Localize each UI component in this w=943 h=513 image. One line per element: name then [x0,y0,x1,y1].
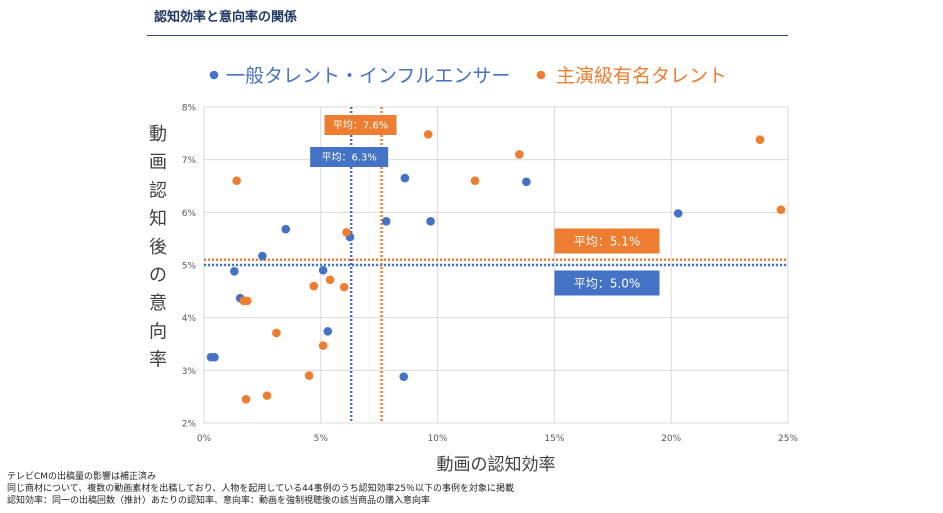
data-point-series-2 [423,130,433,139]
data-point-series-2 [755,135,765,144]
data-point-series-2 [304,371,314,380]
y-axis-title-char: の [149,265,167,286]
footnote-1: テレビCMの出稿量の影響は補正済み [7,472,157,482]
page-title: 認知効率と意向率の関係 [154,10,298,25]
data-point-series-1 [281,224,291,234]
data-point-series-1 [522,177,531,187]
y-axis-title-char: 知 [149,209,167,230]
footnote-2: 同じ商材について、複数の動画素材を出稿しており、人物を起用している44事例のうち… [7,484,515,494]
mean-y-label-series-2: 平均：5.1% [574,234,641,248]
y-tick-label: 8% [182,104,197,114]
data-point-series-2 [515,150,524,159]
legend-marker-series-1 [209,70,219,80]
x-tick-label: 0% [197,434,212,444]
data-point-series-1 [399,372,409,381]
x-tick-label: 25% [778,434,798,444]
data-point-series-2 [242,296,252,306]
mean-y-label-series-1-box [554,270,660,296]
data-point-series-1 [210,352,219,362]
data-point-series-2 [232,176,242,186]
y-tick-label: 2% [182,420,197,430]
mean-y-label-series-1: 平均：5.0% [574,276,641,290]
y-tick-label: 6% [182,209,197,219]
data-point-series-1 [230,267,239,276]
y-axis-title-char: 動 [149,124,167,145]
data-point-series-2 [241,395,251,404]
data-point-series-2 [272,328,281,338]
title-divider [147,35,788,36]
data-point-series-2 [339,282,349,292]
y-axis-title-char: 認 [149,180,167,201]
y-tick-label: 5% [182,262,197,272]
data-point-series-1 [673,209,683,218]
x-tick-label: 5% [314,434,329,444]
y-tick-label: 3% [182,367,197,377]
legend-marker-series-2 [536,70,546,80]
y-axis-title-char: 率 [149,350,167,371]
footnote-3: 認知効率：同一の出稿回数（推計）あたりの認知率、意向率：動画を強制視聴後の該当商… [7,496,431,506]
data-point-series-1 [426,216,435,226]
data-point-series-2 [776,205,786,214]
mean-x-label-series-1-box [310,147,389,167]
data-point-series-1 [318,265,328,275]
data-point-series-2 [309,281,319,291]
data-point-series-2 [262,391,272,400]
mean-y-label-series-2-box [554,228,660,254]
x-tick-label: 10% [428,434,448,444]
legend-label-series-1: 一般タレント・インフルエンサー [226,65,510,87]
data-point-series-2 [470,176,480,186]
data-point-series-1 [323,327,333,336]
data-point-series-2 [318,341,328,350]
x-axis-title: 動画の認知効率 [437,455,556,475]
data-point-series-2 [325,275,335,285]
x-tick-label: 15% [544,434,564,444]
mean-x-label-series-2-box [324,115,397,135]
y-axis-title-char: 意 [149,293,167,314]
y-tick-label: 7% [182,156,197,166]
data-point-series-2 [342,228,351,237]
y-tick-label: 4% [182,314,197,324]
y-axis-title-char: 向 [149,321,167,342]
x-tick-label: 20% [661,434,681,444]
data-point-series-1 [381,216,391,226]
y-axis-title-char: 画 [149,152,167,173]
data-point-series-1 [258,251,267,261]
mean-x-label-series-2: 平均：7.6% [333,120,388,132]
y-axis-title-char: 後 [149,237,167,258]
mean-x-label-series-1: 平均：6.3% [321,152,376,164]
legend-label-series-2: 主演級有名タレント [556,65,727,87]
data-point-series-1 [400,173,410,183]
